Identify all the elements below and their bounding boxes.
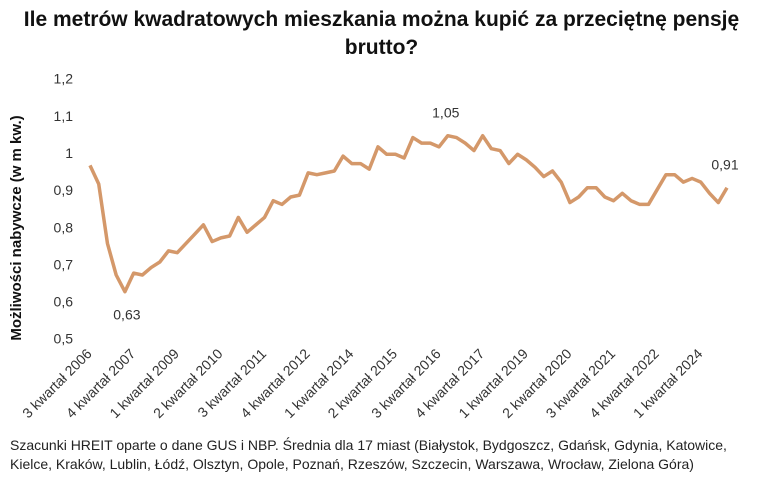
y-tick-label: 0,6 bbox=[54, 294, 74, 310]
footnote: Szacunki HREIT oparte o dane GUS i NBP. … bbox=[10, 437, 727, 472]
y-axis-label: Możliwości nabywcze (w m kw.) bbox=[8, 115, 25, 340]
y-tick-label: 0,7 bbox=[54, 256, 74, 272]
data-label: 1,05 bbox=[432, 104, 459, 120]
y-tick-label: 0,9 bbox=[54, 182, 74, 198]
y-tick-label: 0,8 bbox=[54, 219, 74, 235]
chart: Możliwości nabywcze (w m kw.) 0,5 0,6 0,7 0… bbox=[8, 71, 739, 421]
chart-title: Ile metrów kwadratowych mieszkania można… bbox=[23, 8, 740, 59]
data-line bbox=[88, 133, 729, 294]
data-label: 0,91 bbox=[711, 156, 738, 172]
y-tick-label: 1 bbox=[65, 145, 73, 161]
y-tick-label: 0,5 bbox=[54, 331, 74, 347]
data-label: 0,63 bbox=[113, 306, 140, 322]
y-tick-label: 1,2 bbox=[54, 71, 74, 87]
y-tick-label: 1,1 bbox=[54, 108, 74, 124]
